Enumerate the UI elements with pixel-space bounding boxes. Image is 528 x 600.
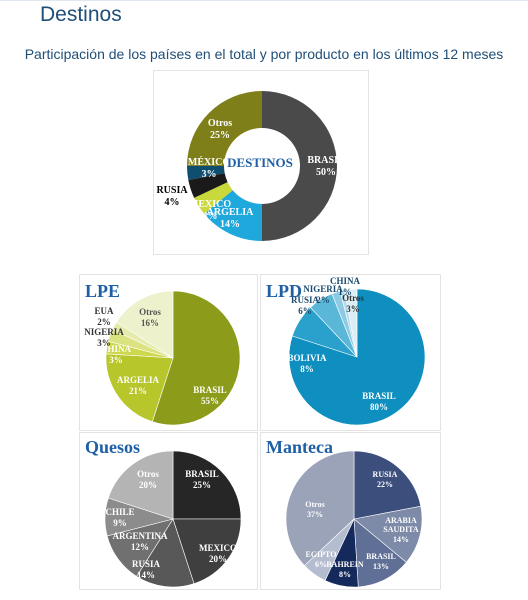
destinos-slice-otros — [187, 91, 262, 166]
quesos-slice-rusia — [136, 518, 195, 588]
manteca-slice-rusia — [353, 450, 422, 520]
quesos-slice-otros — [107, 450, 174, 520]
destinos-slice-rusia — [188, 173, 228, 198]
manteca-label-egipto: EGIPTO 6% — [306, 550, 337, 569]
header-rule — [0, 0, 528, 1]
lpd-chart-title: LPD — [266, 281, 302, 301]
quesos-chart-title: Quesos — [85, 437, 141, 457]
lpe-pie-chart: BRASIL 55% ARGELIA 21% CHINA 3% NIGERIA 3% EUA 2%… — [79, 274, 258, 431]
destinos-label-mexico: MEXICO 4% — [189, 199, 231, 222]
destinos-donut-chart: BRASIL 50% ARGELIA 14% MEXICO 4% RUSIA 4% MÉXICO… — [153, 70, 369, 255]
lpe-chart-title: LPE — [85, 281, 121, 301]
manteca-slice-brasil — [353, 518, 407, 588]
manteca-pie-svg: RUSIA 22% ARABIA SAUDITA 14% BRASIL 13%BAHREIN… — [285, 450, 423, 588]
lpd-label-rusia: RUSIA 6% — [291, 295, 320, 316]
lpe-pie-svg: BRASIL 55% ARGELIA 21% CHINA 3%NIGERIA 3%EUA 2%… — [84, 290, 241, 426]
manteca-slice-otros — [285, 450, 355, 566]
quesos-label-otros: Otros 20% — [137, 469, 159, 490]
destinos-label-argelia: ARGELIA 14% — [207, 207, 254, 230]
manteca-chart-title: Manteca — [266, 437, 333, 457]
lpd-slice-otros — [343, 288, 358, 358]
lpe-label-nigeria: NIGERIA 3% — [84, 327, 124, 348]
lpe-label-otros: Otros 16% — [139, 307, 161, 328]
destinos-slice-mexico — [194, 182, 233, 214]
page-title: Destinos — [40, 3, 122, 26]
quesos-label-chile: CHILE 9% — [105, 507, 134, 528]
lpd-label-nigeria: NIGERIA 2% — [303, 284, 343, 305]
quesos-label-argentina: ARGENTINA 12% — [112, 531, 168, 552]
manteca-slice-arabia-saudita — [353, 505, 423, 563]
lpd-pie-chart: BRASIL 80% BOLIVIA 8% RUSIA 6% NIGERIA 2% CHINA 1… — [260, 274, 441, 431]
quesos-label-rusia: RUSIA 14% — [132, 559, 161, 580]
destinos-label-brasil: BRASIL 50% — [307, 155, 345, 178]
destinos-label-mexico: MÉXICO 3% — [188, 156, 230, 180]
destinos-label-rusia: RUSIA 4% — [156, 185, 188, 208]
destinos-slice-brasil — [262, 91, 337, 241]
manteca-label-brasil: BRASIL 13% — [366, 552, 396, 571]
quesos-slice-mexico — [172, 518, 242, 585]
lpe-label-eua: EUA 2% — [94, 306, 114, 327]
lpe-slice-argelia — [105, 353, 174, 423]
quesos-label-brasil: BRASIL 25% — [185, 469, 219, 490]
quesos-pie-chart: BRASIL 25% MEXICO 20% RUSIA 14% ARGENTINA 12% CH… — [79, 432, 258, 590]
lpe-label-china: CHINA 3% — [101, 344, 132, 365]
destinos-donut-center-title: DESTINOS — [227, 155, 293, 170]
lpe-label-brasil: BRASIL 55% — [193, 385, 227, 406]
manteca-label-bahrein: BAHREIN 8% — [326, 560, 364, 579]
destinos-slice-mexico — [187, 166, 225, 181]
lpd-label-bolivia: BOLIVIA 8% — [287, 353, 327, 374]
lpd-label-brasil: BRASIL 80% — [362, 391, 396, 412]
manteca-label-otros: Otros 37% — [305, 500, 324, 519]
lpd-label-otros: Otros 3% — [342, 293, 364, 314]
quesos-slice-brasil — [172, 450, 242, 520]
lpe-slice-otros — [116, 290, 174, 359]
manteca-label-rusia: RUSIA 22% — [373, 470, 398, 489]
lpe-slice-brasil — [151, 290, 241, 426]
destinos-donut-svg: BRASIL 50% ARGELIA 14%MEXICO 4%RUSIA 4%MÉXICO… — [156, 91, 345, 241]
lpd-label-china: CHINA 1% — [330, 276, 361, 297]
destinos-slice-argelia — [204, 190, 262, 241]
lpe-label-argelia: ARGELIA 21% — [117, 375, 160, 396]
lpd-slice-brasil — [288, 288, 426, 426]
quesos-label-mexico: MEXICO 20% — [199, 543, 237, 564]
destinos-label-otros: Otros 25% — [208, 118, 232, 141]
page-subtitle: Participación de los países en el total … — [24, 46, 504, 62]
lpd-pie-svg: BRASIL 80% BOLIVIA 8% RUSIA 6%NIGERIA 2%CHINA 1… — [287, 276, 426, 426]
manteca-pie-chart: RUSIA 22% ARABIA SAUDITA 14% BRASIL 13% BAHREIN… — [260, 432, 441, 590]
quesos-pie-svg: BRASIL 25% MEXICO 20% RUSIA 14% ARGENTINA 12% CH… — [104, 450, 242, 588]
manteca-label-arabia-saudita: ARABIA SAUDITA 14% — [383, 516, 419, 544]
